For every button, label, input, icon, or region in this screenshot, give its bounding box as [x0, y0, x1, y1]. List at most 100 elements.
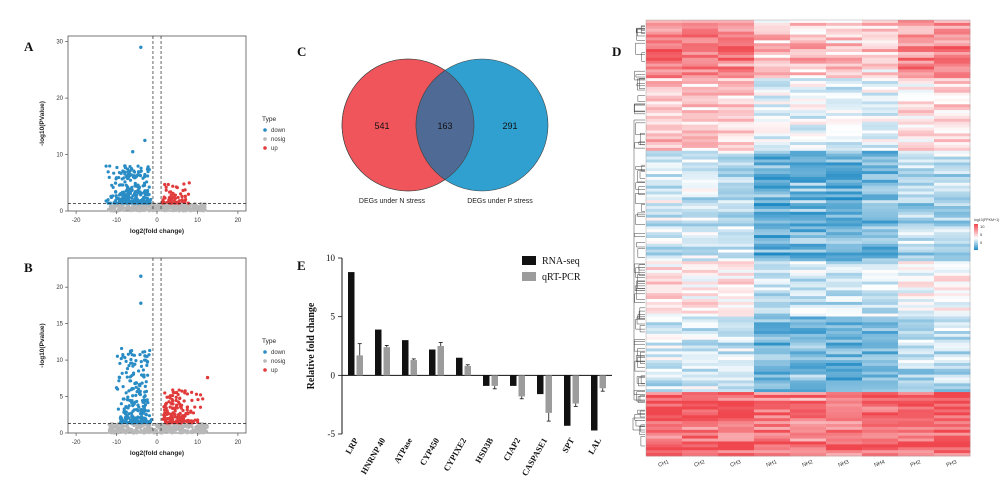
column-label: NH1 — [765, 459, 777, 468]
column-label: NH4 — [873, 459, 885, 468]
heatmap-cell — [646, 110, 683, 114]
heatmap-cell — [934, 342, 971, 346]
heatmap-cell — [682, 43, 719, 47]
point-nosig — [180, 202, 184, 206]
heatmap-cell — [898, 362, 935, 367]
heatmap-cell — [934, 386, 971, 390]
heatmap-cell — [826, 322, 863, 326]
heatmap-cell — [898, 426, 935, 431]
heatmap-cell — [682, 200, 719, 204]
heatmap-cell — [826, 127, 863, 131]
heatmap-cell — [682, 46, 719, 50]
heatmap-cell — [754, 37, 791, 41]
heatmap-cell — [862, 31, 899, 35]
heatmap-cell — [934, 69, 971, 73]
legend-label: RNA-seq — [542, 256, 580, 267]
heatmap-cell — [790, 272, 827, 277]
legend-swatch-down — [263, 350, 267, 354]
heatmap-cell — [718, 357, 755, 361]
heatmap-cell — [646, 252, 683, 256]
dendrogram-branch — [634, 285, 645, 291]
heatmap-cell — [718, 66, 755, 70]
heatmap-cell — [646, 316, 683, 320]
heatmap-cell — [934, 127, 971, 131]
heatmap-cell — [790, 121, 827, 126]
heatmap-cell — [682, 101, 719, 105]
dendrogram-branch — [640, 25, 645, 34]
heatmap-cell — [682, 415, 719, 419]
heatmap-cell — [826, 37, 863, 41]
bar-rna-seq — [591, 375, 598, 431]
heatmap-cell — [718, 34, 755, 38]
heatmap-cell — [718, 360, 755, 364]
heatmap-cell — [682, 124, 719, 128]
heatmap-cell — [898, 130, 935, 134]
heatmap-cell — [646, 104, 683, 108]
heatmap-cell — [718, 174, 755, 178]
point-nosig — [171, 207, 176, 211]
heatmap-cell — [682, 325, 719, 329]
heatmap-cell — [682, 25, 719, 30]
heatmap-cell — [646, 403, 683, 407]
heatmap-cell — [754, 293, 791, 297]
heatmap-cell — [754, 403, 791, 407]
heatmap-cell — [862, 188, 899, 192]
heatmap-cell — [790, 284, 827, 288]
category-label: CASPASE1 — [519, 436, 549, 478]
point-down — [126, 198, 130, 202]
heatmap-cell — [862, 307, 899, 312]
x-axis-label: log2(fold change) — [130, 450, 184, 457]
point-nosig — [145, 208, 149, 212]
heatmap-cell — [790, 281, 827, 285]
heatmap-cell — [862, 397, 899, 402]
heatmap-cell — [646, 153, 683, 158]
heatmap-cell — [826, 200, 863, 204]
heatmap-cell — [898, 214, 935, 219]
heatmap-cell — [862, 238, 899, 242]
heatmap-cell — [790, 168, 827, 172]
heatmap-cell — [862, 371, 899, 376]
heatmap-cell — [718, 299, 755, 303]
heatmap-cell — [934, 325, 971, 329]
heatmap-cell — [790, 336, 827, 341]
heatmap-cell — [754, 107, 791, 111]
heatmap-cell — [682, 229, 719, 233]
heatmap-cell — [862, 63, 899, 67]
y-axis-label: Relative fold change — [306, 302, 317, 389]
heatmap-cell — [898, 354, 935, 358]
heatmap-cell — [718, 232, 755, 236]
point-down — [134, 175, 138, 179]
heatmap-cell — [682, 147, 719, 152]
heatmap-cell — [718, 409, 755, 413]
heatmap-cell — [646, 269, 683, 274]
heatmap-cell — [718, 144, 755, 149]
dendrogram-branch — [633, 119, 645, 401]
y-tick-label: 15 — [56, 322, 63, 328]
heatmap-cell — [682, 232, 719, 236]
dendrogram-branch — [634, 233, 645, 237]
heatmap-cell — [862, 162, 899, 166]
point-down — [108, 164, 112, 168]
heatmap-cell — [718, 252, 755, 256]
point-up — [178, 411, 182, 415]
heatmap-cell — [790, 316, 827, 320]
heatmap-cell — [790, 150, 827, 155]
point-up — [179, 192, 183, 196]
heatmap-cell — [934, 37, 971, 41]
heatmap-cell — [682, 168, 719, 172]
heatmap-cell — [862, 37, 899, 41]
heatmap-cell — [862, 49, 899, 53]
heatmap-cell — [826, 383, 863, 387]
heatmap-cell — [646, 319, 683, 323]
heatmap-cell — [790, 383, 827, 387]
heatmap-cell — [898, 360, 935, 364]
point-down — [113, 181, 118, 185]
heatmap-cell — [718, 331, 755, 335]
heatmap-cell — [718, 69, 755, 73]
heatmap-cell — [790, 101, 827, 105]
heatmap-cell — [898, 316, 935, 320]
heatmap-cell — [682, 28, 719, 33]
heatmap-cell — [862, 240, 899, 245]
